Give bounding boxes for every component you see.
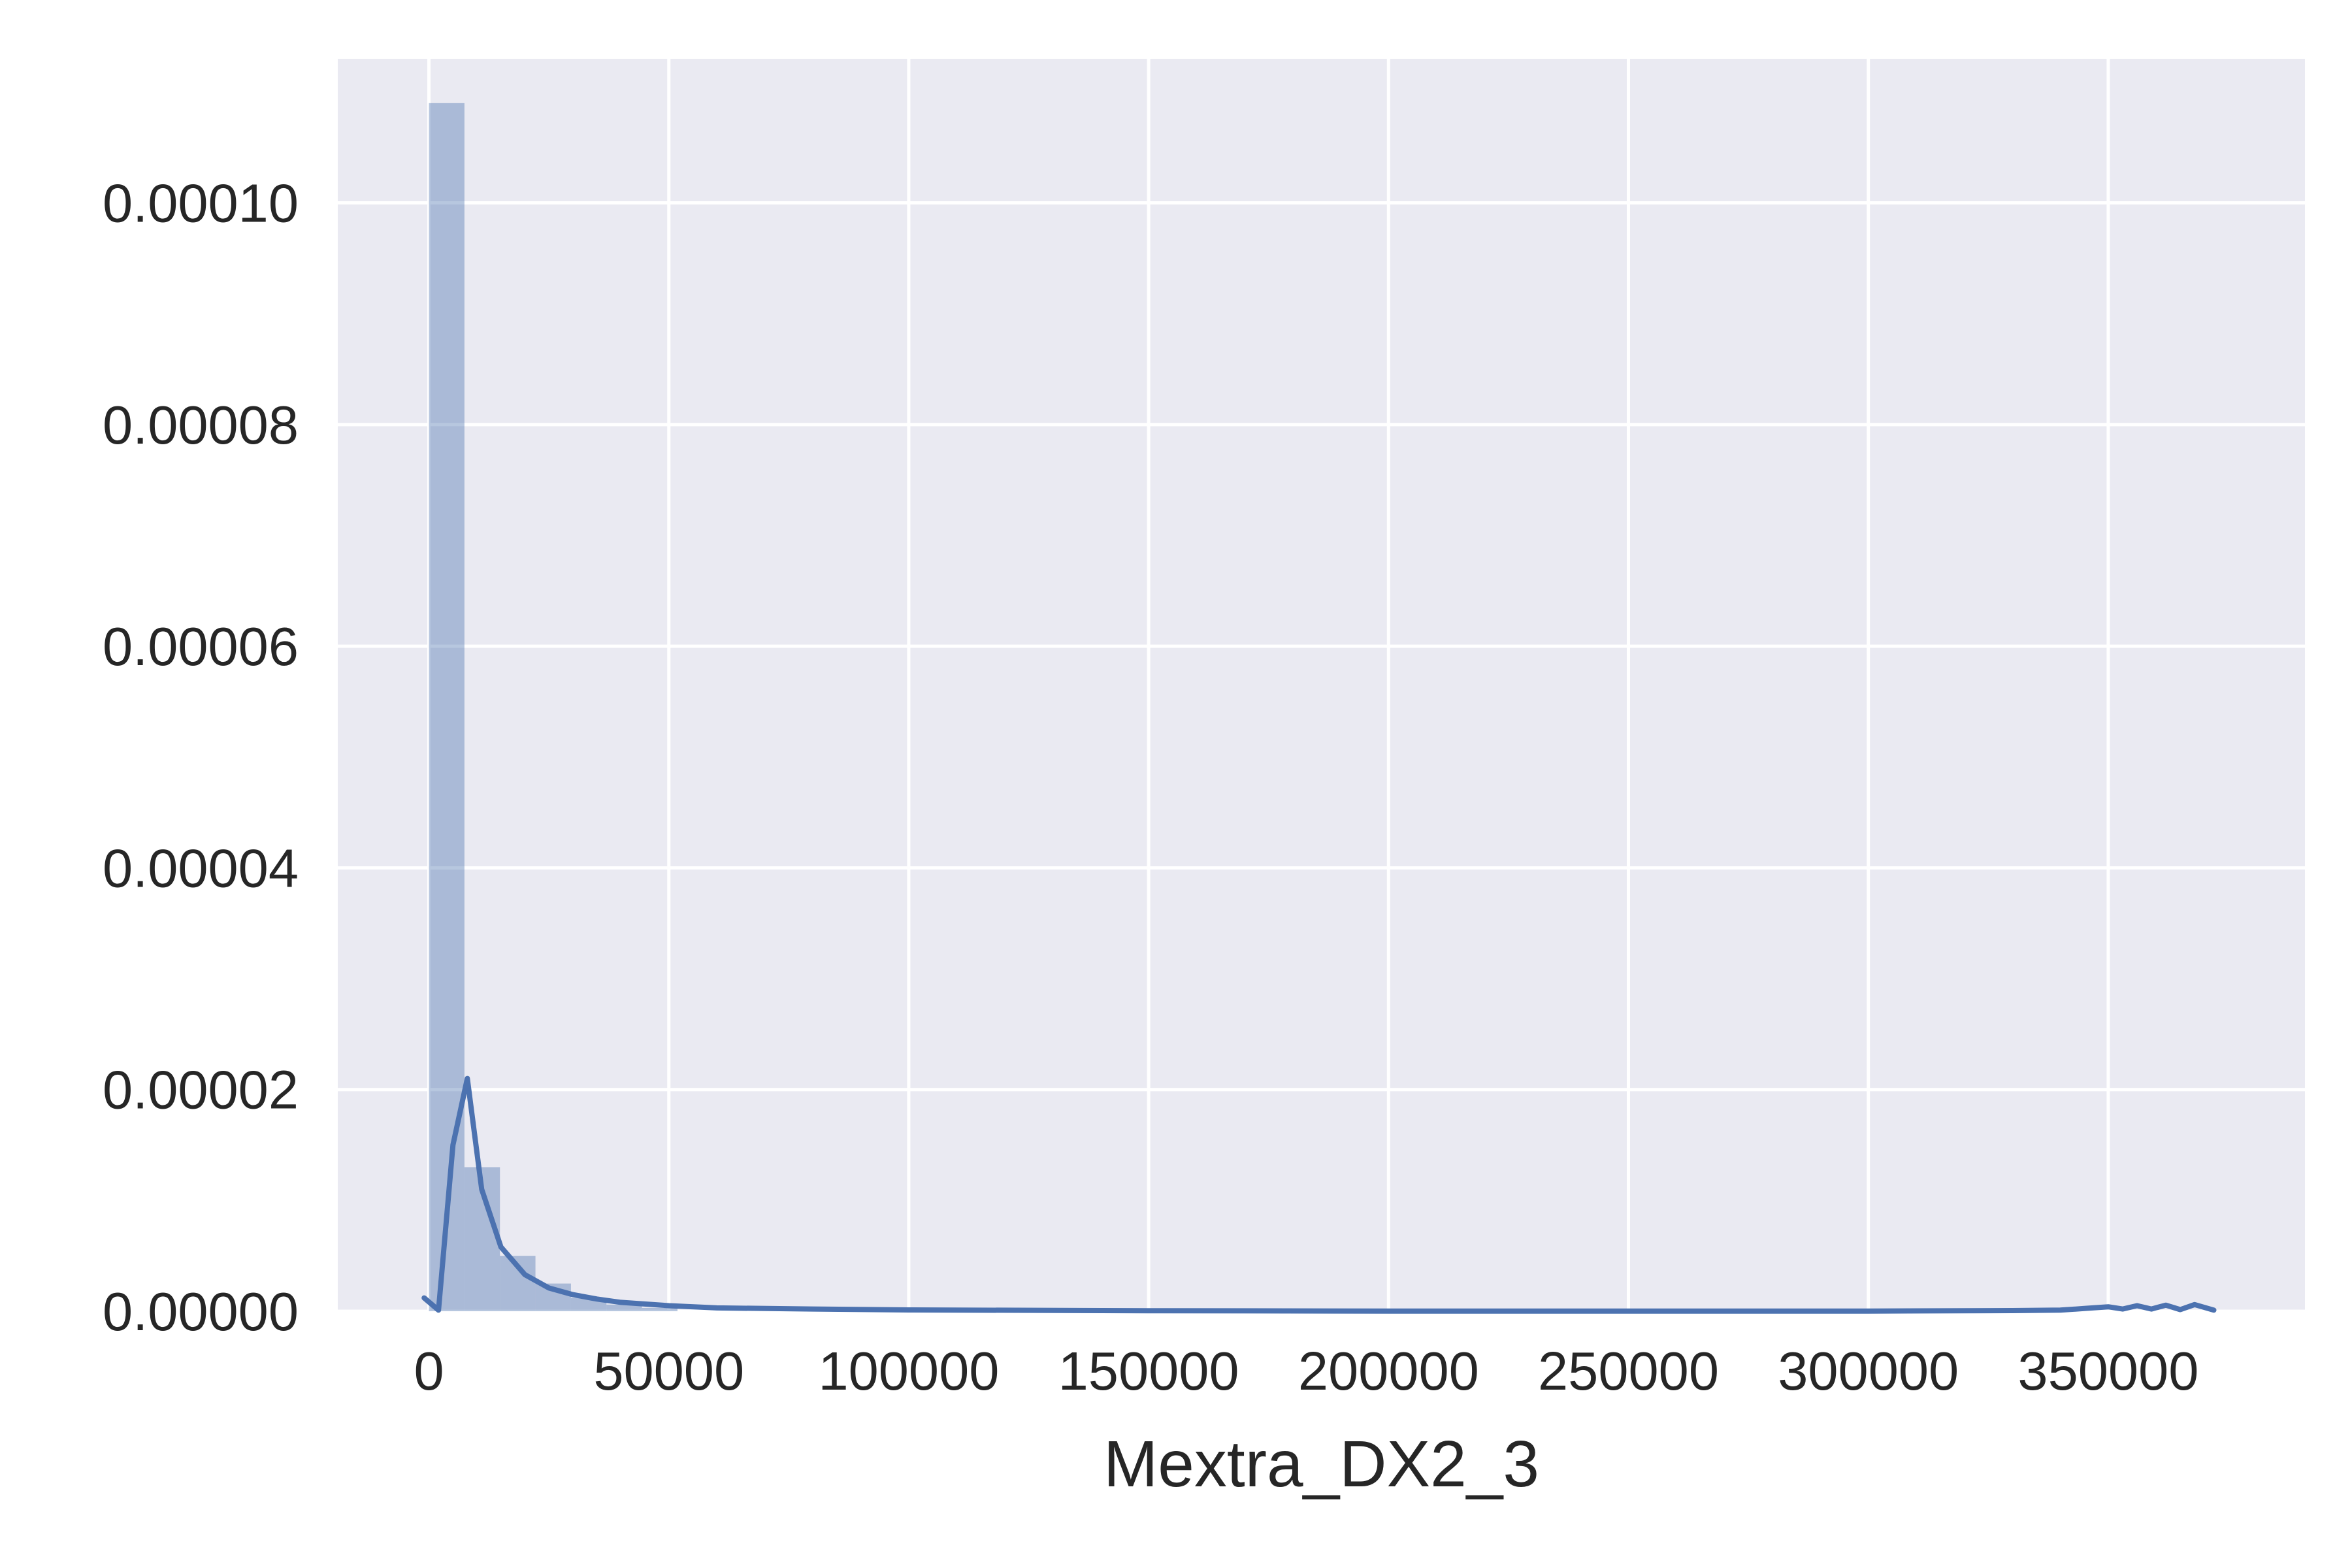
y-tick-label: 0.00006 bbox=[103, 616, 299, 677]
y-tick-label: 0.00004 bbox=[103, 838, 299, 898]
x-tick-label: 200000 bbox=[1298, 1341, 1479, 1401]
x-tick-label: 0 bbox=[414, 1341, 444, 1401]
x-axis-label: Mextra_DX2_3 bbox=[1103, 1428, 1539, 1501]
y-tick-label: 0.00000 bbox=[103, 1281, 299, 1342]
histogram-bar bbox=[429, 103, 465, 1312]
y-tick-label: 0.00010 bbox=[103, 173, 299, 234]
x-tick-label: 350000 bbox=[2017, 1341, 2198, 1401]
plot-background bbox=[338, 59, 2305, 1311]
kde-line bbox=[421, 1075, 2217, 1314]
x-tick-label: 50000 bbox=[593, 1341, 744, 1401]
x-tick-label: 300000 bbox=[1778, 1341, 1959, 1401]
histogram-bar bbox=[606, 1304, 642, 1311]
x-tick-label: 150000 bbox=[1058, 1341, 1239, 1401]
x-tick-label: 250000 bbox=[1538, 1341, 1719, 1401]
y-tick-label: 0.00008 bbox=[103, 395, 299, 455]
y-axis-ticks: 0.00000 0.00002 0.00004 0.00006 0.00008 0.000… bbox=[103, 173, 299, 1342]
histogram-bar bbox=[642, 1307, 678, 1311]
x-tick-label: 100000 bbox=[818, 1341, 999, 1401]
grid-lines bbox=[338, 59, 2305, 1313]
y-tick-label: 0.00002 bbox=[103, 1060, 299, 1120]
x-axis-ticks: 0 50000 100000 150000 200000 250000 300000 3500… bbox=[414, 1341, 2198, 1401]
